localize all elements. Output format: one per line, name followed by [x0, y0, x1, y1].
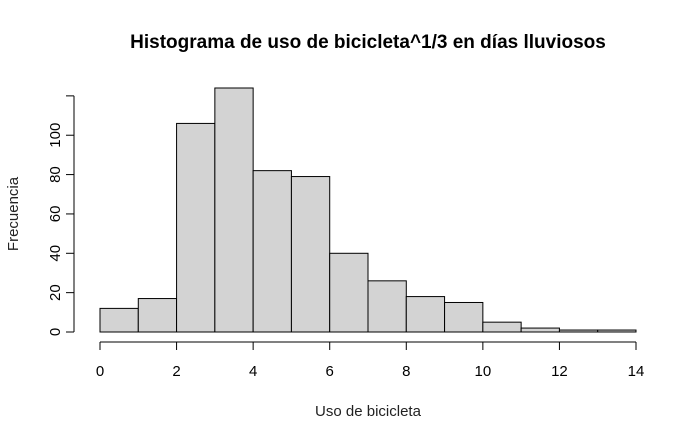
- histogram-bar: [214, 87, 254, 333]
- y-tick-label: 40: [47, 245, 64, 262]
- histogram-bar: [558, 329, 599, 333]
- histogram-bar: [520, 327, 560, 333]
- histogram-bar: [329, 252, 369, 333]
- y-tick-label: 100: [47, 123, 64, 148]
- x-tick-label: 8: [402, 363, 410, 380]
- x-axis-label: Uso de bicicleta: [315, 403, 422, 420]
- histogram-bar: [176, 122, 216, 333]
- histogram-bar: [597, 329, 637, 333]
- histogram-bar: [405, 296, 446, 333]
- histogram-bar: [252, 170, 292, 333]
- x-tick-label: 14: [628, 363, 645, 380]
- x-tick-label: 2: [172, 363, 180, 380]
- x-tick-label: 0: [96, 363, 104, 380]
- histogram-bar: [99, 307, 139, 333]
- y-tick-label: 0: [47, 328, 64, 336]
- x-axis: 0 2 4 6 8 10 12 14: [96, 341, 645, 380]
- y-tick-label: 80: [47, 166, 64, 183]
- x-tick-label: 6: [326, 363, 334, 380]
- histogram-bar: [482, 321, 522, 333]
- x-tick-label: 10: [475, 363, 492, 380]
- y-axis: 0 20 40 60 80 100: [47, 95, 75, 336]
- y-tick-label: 60: [47, 206, 64, 223]
- histogram-bar: [367, 280, 407, 333]
- histogram-bar: [290, 176, 331, 333]
- histogram-bars: [99, 87, 637, 333]
- histogram-bar: [444, 301, 484, 333]
- y-tick-label: 20: [47, 284, 64, 301]
- chart-title: Histograma de uso de bicicleta^1/3 en dí…: [130, 32, 606, 53]
- y-axis-label: Frecuencia: [5, 176, 22, 251]
- x-tick-label: 12: [551, 363, 568, 380]
- x-tick-label: 4: [249, 363, 257, 380]
- histogram-bar: [137, 298, 178, 333]
